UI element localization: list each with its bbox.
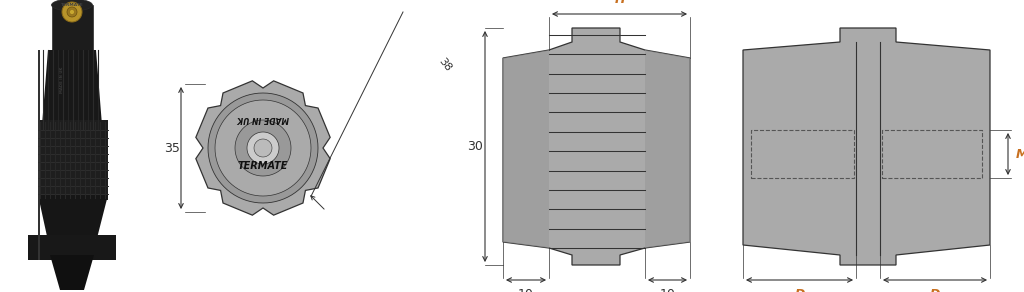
Polygon shape bbox=[38, 195, 108, 250]
Polygon shape bbox=[38, 120, 108, 200]
Bar bbox=[751, 130, 854, 178]
Text: TERMATE: TERMATE bbox=[60, 3, 83, 7]
Polygon shape bbox=[208, 93, 318, 203]
Polygon shape bbox=[254, 139, 272, 157]
Text: 10: 10 bbox=[518, 288, 534, 292]
Text: TERMATE: TERMATE bbox=[238, 161, 288, 171]
Polygon shape bbox=[743, 28, 990, 265]
Text: 30: 30 bbox=[467, 140, 483, 153]
Polygon shape bbox=[215, 100, 311, 196]
Text: D: D bbox=[930, 288, 940, 292]
Polygon shape bbox=[645, 50, 690, 248]
Polygon shape bbox=[196, 81, 330, 215]
Circle shape bbox=[62, 2, 82, 22]
Polygon shape bbox=[247, 132, 279, 164]
Polygon shape bbox=[52, 5, 93, 55]
Polygon shape bbox=[503, 50, 549, 248]
Circle shape bbox=[70, 10, 75, 15]
Text: 10: 10 bbox=[659, 288, 676, 292]
Text: D: D bbox=[795, 288, 805, 292]
Text: M: M bbox=[1016, 147, 1024, 161]
Bar bbox=[882, 130, 982, 178]
Ellipse shape bbox=[51, 0, 92, 11]
Text: MADE IN UK: MADE IN UK bbox=[238, 114, 289, 123]
Circle shape bbox=[67, 7, 77, 17]
Text: 35: 35 bbox=[164, 142, 180, 154]
Polygon shape bbox=[503, 28, 690, 265]
Polygon shape bbox=[42, 50, 102, 125]
Polygon shape bbox=[48, 50, 96, 125]
Polygon shape bbox=[28, 235, 116, 260]
Text: H: H bbox=[614, 0, 625, 6]
Polygon shape bbox=[50, 255, 94, 290]
Polygon shape bbox=[234, 120, 291, 176]
Text: 38: 38 bbox=[436, 56, 453, 73]
Text: MADE IN UK: MADE IN UK bbox=[60, 67, 63, 93]
Polygon shape bbox=[38, 50, 40, 260]
